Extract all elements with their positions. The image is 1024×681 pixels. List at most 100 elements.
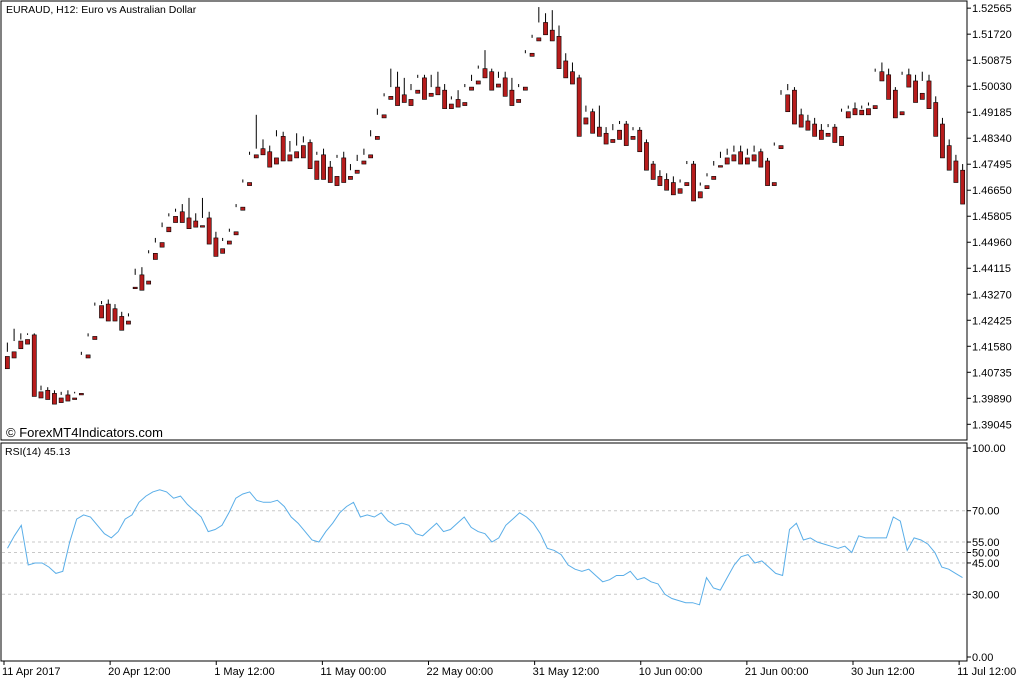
candle — [226, 228, 232, 245]
candle-body — [845, 111, 851, 119]
candle — [946, 139, 952, 171]
candle — [186, 197, 192, 229]
candle — [751, 145, 757, 162]
time-axis: 11 Apr 2017 20 Apr 12:00 1 May 12:00 11 May… — [2, 661, 1016, 678]
candle-body — [354, 169, 360, 174]
rsi-tick-label: 45.00 — [972, 558, 1000, 570]
candle-body — [139, 274, 145, 291]
candle — [496, 71, 501, 88]
candle-body — [422, 77, 427, 100]
candle-body — [159, 242, 165, 248]
rsi-tick-label: 30.00 — [972, 589, 1000, 601]
candle — [536, 7, 542, 42]
candle — [933, 96, 939, 137]
candle-body — [596, 126, 602, 137]
candle — [395, 71, 400, 106]
candle — [657, 170, 663, 186]
candle — [38, 385, 44, 399]
candle-body — [603, 132, 609, 145]
candle-body — [4, 356, 10, 370]
candle — [670, 176, 676, 196]
candle-body — [213, 237, 219, 257]
price-panel-frame — [0, 0, 968, 441]
price-tick-label: 1.49185 — [972, 107, 1012, 119]
price-tick-label: 1.48340 — [972, 133, 1012, 145]
candle-body — [832, 126, 838, 143]
candle-body — [132, 286, 138, 290]
time-tick-label: 1 May 12:00 — [214, 666, 275, 678]
candle — [428, 74, 434, 97]
candle — [718, 151, 723, 168]
candle — [812, 117, 818, 137]
candle-body — [179, 211, 185, 223]
candle — [247, 151, 252, 186]
candle-body — [731, 154, 737, 162]
candle — [146, 250, 152, 285]
candle — [892, 87, 898, 119]
candle-body — [321, 154, 326, 180]
rsi-tick-label: 70.00 — [972, 506, 1000, 518]
candle-body — [25, 339, 30, 345]
candle — [758, 148, 764, 168]
candle — [112, 304, 118, 322]
candle — [805, 114, 811, 131]
candle — [940, 117, 945, 159]
candle-body — [267, 151, 273, 168]
candle-body — [65, 394, 71, 402]
candle-body — [58, 397, 64, 403]
candle — [832, 124, 838, 143]
candle-body — [146, 280, 152, 285]
candle — [549, 10, 555, 42]
candle — [509, 77, 515, 106]
candle — [516, 84, 522, 103]
candle — [321, 148, 326, 180]
candle-body — [469, 86, 474, 91]
price-tick-label: 1.44960 — [972, 237, 1012, 249]
price-tick-label: 1.45805 — [972, 211, 1012, 223]
candle — [724, 148, 730, 165]
candle-body — [280, 136, 286, 162]
candle-body — [52, 393, 57, 405]
price-tick-label: 1.51720 — [972, 29, 1012, 41]
candle-body — [913, 80, 918, 103]
candle — [590, 108, 596, 134]
candle-body — [960, 169, 966, 205]
candle — [166, 213, 172, 233]
candlestick-series — [4, 7, 966, 405]
candle-body — [650, 163, 656, 180]
candle-body — [812, 123, 818, 137]
candle-body — [99, 305, 104, 319]
candle — [240, 179, 246, 211]
time-tick-label: 20 Apr 12:00 — [108, 666, 170, 678]
candle — [132, 268, 138, 290]
candle — [85, 333, 91, 359]
candle-body — [455, 99, 461, 108]
candle — [469, 74, 474, 91]
candle — [570, 62, 575, 85]
candle-body — [852, 108, 858, 116]
candle-body — [825, 132, 831, 137]
candle — [603, 127, 609, 145]
candle-body — [31, 334, 37, 397]
candle-body — [657, 176, 663, 186]
candle-body — [395, 86, 400, 106]
candle — [267, 145, 273, 168]
candle-body — [415, 89, 421, 94]
candle-body — [529, 52, 535, 57]
time-tick-label: 30 Jun 12:00 — [851, 666, 915, 678]
candle-body — [906, 74, 912, 88]
candle — [886, 68, 892, 100]
candle-body — [260, 148, 266, 156]
candle-body — [563, 60, 569, 79]
candle — [778, 90, 784, 149]
candle-body — [872, 105, 878, 109]
candle — [99, 301, 104, 319]
time-tick-label: 22 May 00:00 — [427, 666, 494, 678]
candle-body — [617, 129, 622, 140]
candle — [872, 68, 878, 109]
time-tick-label: 31 May 12:00 — [533, 666, 600, 678]
candle — [913, 74, 918, 103]
candle — [368, 130, 374, 159]
candle-body — [926, 80, 932, 109]
